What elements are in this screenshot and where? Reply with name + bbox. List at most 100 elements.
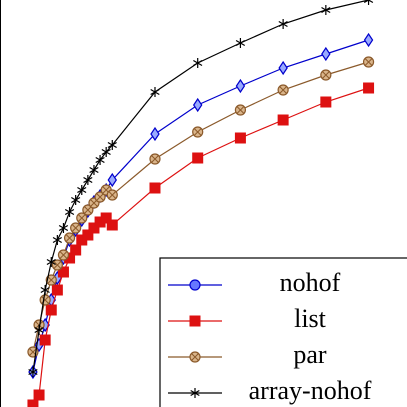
marker-shape [59,251,68,259]
marker-shape [51,284,63,296]
marker [100,212,112,224]
marker-shape [189,315,201,327]
marker-shape [363,82,375,94]
marker [189,351,201,363]
marker [235,38,246,48]
marker [107,172,117,188]
marker-shape [46,257,56,267]
marker-shape [47,276,56,284]
marker-shape [33,389,45,401]
marker [34,325,44,335]
marker [107,140,117,150]
marker [83,175,93,185]
marker [278,19,288,29]
marker [88,222,100,234]
marker [150,87,160,97]
marker [46,257,56,267]
marker-shape [45,304,57,316]
marker-shape [58,223,69,233]
marker-shape [277,114,289,126]
marker-shape [40,285,50,295]
marker-shape [82,229,94,241]
marker [45,274,57,286]
marker [190,388,200,398]
marker-shape [150,126,160,142]
marker-shape [191,353,199,361]
marker-shape [71,224,80,232]
marker-shape [321,5,331,15]
marker [95,155,105,165]
marker-shape [189,279,201,291]
marker [192,97,203,113]
marker [234,104,247,116]
marker-shape [151,155,159,163]
marker [101,147,111,157]
marker [40,285,50,295]
marker [320,96,332,108]
legend-label: par [293,340,327,369]
marker-shape [149,182,161,194]
marker-shape [364,58,373,66]
marker-shape [279,86,287,94]
marker [192,152,204,164]
marker-shape [71,195,81,205]
marker-shape [88,222,100,234]
marker [235,78,246,94]
marker [150,126,160,142]
marker [192,126,204,138]
marker [82,204,94,216]
marker-shape [65,234,74,242]
marker [82,229,94,241]
marker [149,182,161,194]
marker-shape [70,244,82,256]
marker [33,389,45,401]
marker [39,334,51,346]
marker-shape [77,185,87,195]
marker-shape [235,38,246,48]
marker [362,56,375,68]
legend-label: list [294,304,327,333]
marker [363,32,374,48]
marker-shape [192,152,204,164]
marker [58,223,69,233]
marker-shape [193,128,202,136]
marker [71,195,81,205]
marker [193,58,203,68]
marker-shape [363,32,374,48]
marker-shape [278,60,288,76]
marker-shape [320,96,332,108]
marker-shape [190,388,200,398]
marker [64,207,75,217]
marker-shape [89,165,99,175]
legend-label: array-nohof [249,376,372,405]
marker-shape [101,147,111,157]
marker [45,304,57,316]
marker-shape [363,0,374,5]
marker [363,0,374,5]
marker [321,46,331,62]
marker-shape [27,399,39,407]
marker [70,222,82,234]
marker [28,367,38,377]
marker-shape [57,266,69,278]
marker-shape [234,132,246,144]
marker-shape [235,78,246,94]
marker-shape [95,155,105,165]
legend: nohof list par array-nohof [159,257,407,407]
marker [189,279,201,291]
marker-shape [84,206,92,214]
marker [51,284,63,296]
marker [363,82,375,94]
marker-shape [236,106,245,114]
marker [189,315,201,327]
legend-label: nohof [280,268,341,297]
marker-shape [193,58,203,68]
marker-shape [39,334,51,346]
plot-area [27,0,375,407]
marker-shape [278,19,288,29]
marker [106,189,118,201]
marker-shape [77,214,86,222]
marker [51,259,63,271]
marker-shape [34,325,44,335]
